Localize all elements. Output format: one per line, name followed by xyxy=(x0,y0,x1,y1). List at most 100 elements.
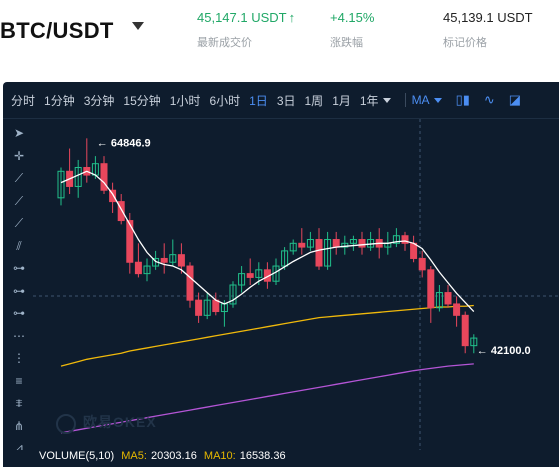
last-price-label: 最新成交价 xyxy=(197,37,252,49)
horizontal-line-icon[interactable]: ⊶ xyxy=(13,261,25,275)
candle-body xyxy=(453,303,461,316)
candle-body xyxy=(341,242,349,248)
candle-body xyxy=(315,239,323,267)
candle-body xyxy=(109,189,117,203)
candle-body xyxy=(435,292,443,309)
candle-body xyxy=(324,239,332,267)
candle-body xyxy=(461,314,469,347)
interval-1[interactable]: 1分钟 xyxy=(44,93,75,108)
volume-legend: VOLUME(5,10) MA5: 20303.16 MA10: 16538.36 xyxy=(3,450,559,467)
ticker-header: BTC/USDT 45,147.1 USDT ↑ 最新成交价 +4.15% 涨跌幅… xyxy=(0,0,559,68)
candle-body xyxy=(427,269,435,309)
candle-body xyxy=(186,265,194,301)
ma-yellow-line xyxy=(60,304,474,367)
last-price-value: 45,147.1 USDT xyxy=(197,10,287,25)
ray-icon[interactable]: ⟋ xyxy=(14,193,24,208)
ma-purple-line xyxy=(60,363,474,434)
range-icon[interactable]: ⋯ xyxy=(13,328,25,343)
candle-body xyxy=(100,163,108,191)
candle-body xyxy=(169,254,177,263)
change-value: +4.15% xyxy=(330,10,375,25)
fib-extension-icon[interactable]: ⩨ xyxy=(15,396,23,410)
candle-body xyxy=(306,239,314,248)
chevron-down-icon[interactable] xyxy=(433,97,442,103)
candle-body xyxy=(238,273,246,286)
candle-body xyxy=(298,242,306,248)
arrow-up-icon: ↑ xyxy=(288,10,296,25)
interval-0[interactable]: 分时 xyxy=(11,93,36,108)
indicator-selector[interactable]: MA xyxy=(411,93,430,107)
okex-logo-icon xyxy=(56,414,76,434)
mark-price-value: 45,139.1 USDT xyxy=(443,10,533,25)
candle-body xyxy=(126,220,134,263)
volume-title: VOLUME(5,10) xyxy=(39,450,115,462)
candle-body xyxy=(418,257,426,271)
candle-body xyxy=(470,337,478,347)
pitchfork-icon[interactable]: ⋔ xyxy=(13,418,25,433)
candle-body xyxy=(444,292,452,305)
crosshair-icon[interactable]: ✛ xyxy=(13,148,25,163)
kline-chart[interactable]: ← 64846.9 ← 42100.0 xyxy=(3,82,559,467)
ma5-value: 20303.16 xyxy=(150,450,197,462)
last-price-stat: 45,147.1 USDT ↑ 最新成交价 xyxy=(197,10,295,50)
candle-body xyxy=(255,269,263,278)
candle-body xyxy=(177,254,185,267)
chart-panel[interactable]: ← 64846.9 ← 42100.0 分时 1分钟 3分钟 15分钟 1小时 6小时 1日 3… xyxy=(3,82,559,467)
candle-body xyxy=(410,242,418,259)
trend-line-icon[interactable]: ⟋ xyxy=(14,171,24,185)
candle-body xyxy=(117,201,125,222)
interval-2[interactable]: 3分钟 xyxy=(83,93,115,108)
candle-body xyxy=(160,257,168,263)
ma10-value: 16538.36 xyxy=(239,450,286,462)
candle-type-icon[interactable]: ▯▮ xyxy=(455,92,470,107)
low-price-label: ← 42100.0 xyxy=(477,345,531,357)
fib-icon[interactable]: ≡ xyxy=(15,373,23,388)
line-style-icon[interactable]: ∿ xyxy=(483,92,495,107)
price-line-icon[interactable]: ⊶ xyxy=(13,306,25,320)
interval-3[interactable]: 15分钟 xyxy=(123,93,161,108)
candle-body xyxy=(195,299,203,316)
high-price-label: ← 64846.9 xyxy=(97,137,151,149)
extended-line-icon[interactable]: ⟋ xyxy=(14,216,24,230)
candle-body xyxy=(349,239,357,244)
settings-icon[interactable]: ◪ xyxy=(508,92,522,107)
interval-4[interactable]: 1小时 xyxy=(169,93,201,108)
candle-body xyxy=(212,299,220,313)
interval-10[interactable]: 1年 xyxy=(359,93,379,108)
candle-body xyxy=(289,242,297,252)
mark-price-label: 标记价格 xyxy=(443,37,487,49)
measure-icon[interactable]: ⊿ xyxy=(13,441,25,455)
parallel-channel-icon[interactable]: ⫽ xyxy=(16,238,22,253)
drawing-tools-sidebar: ➤ ✛ ⟋ ⟋ ⟋ ⫽ ⊶ ⊶ ⊶ ⋯ ⋮ ≡ ⩨ ⋔ ⊿ xyxy=(3,122,33,467)
pair-dropdown-icon[interactable] xyxy=(132,22,144,30)
candle-body xyxy=(332,239,340,248)
interval-5[interactable]: 6小时 xyxy=(209,93,241,108)
interval-list: 分时 1分钟 3分钟 15分钟 1小时 6小时 1日 3日 1周 1月 1年 xyxy=(11,92,405,109)
change-label: 涨跌幅 xyxy=(330,37,363,49)
candle-body xyxy=(229,284,237,305)
vertical-line-icon[interactable]: ⋮ xyxy=(13,351,25,365)
toolbar-divider xyxy=(404,93,406,107)
interval-6[interactable]: 1日 xyxy=(249,93,268,108)
candle-body xyxy=(401,235,409,244)
candle-body xyxy=(57,170,65,199)
candle-body xyxy=(358,239,366,248)
pair-selector[interactable]: BTC/USDT xyxy=(0,18,114,43)
mark-price-stat: 45,139.1 USDT 标记价格 xyxy=(443,10,533,50)
change-stat: +4.15% 涨跌幅 xyxy=(330,10,374,50)
candle-body xyxy=(203,299,211,316)
candle-body xyxy=(134,261,142,275)
ma5-label: MA5: xyxy=(121,450,147,462)
cursor-icon[interactable]: ➤ xyxy=(13,126,25,140)
horizontal-ray-icon[interactable]: ⊶ xyxy=(13,283,25,298)
ma-white-line xyxy=(60,170,475,312)
chevron-down-icon[interactable] xyxy=(382,97,391,103)
candle-body xyxy=(143,265,151,275)
interval-9[interactable]: 1月 xyxy=(332,93,351,108)
interval-7[interactable]: 3日 xyxy=(276,93,296,108)
ma10-label: MA10: xyxy=(203,450,236,462)
watermark: 欧易OKEX xyxy=(83,414,157,430)
candle-body xyxy=(392,235,400,244)
toolbar-divider-line xyxy=(3,118,559,119)
interval-8[interactable]: 1周 xyxy=(304,93,324,108)
